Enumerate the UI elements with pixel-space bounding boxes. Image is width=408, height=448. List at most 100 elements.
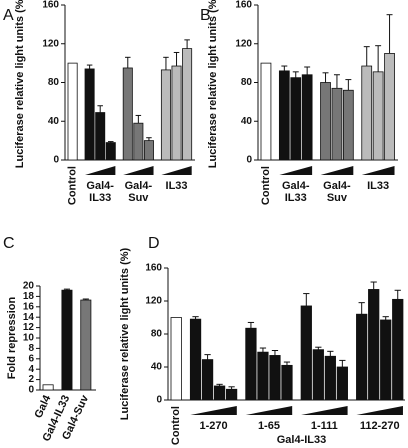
bar (356, 313, 368, 401)
y-tick-label: 18 (23, 291, 35, 302)
bar (290, 77, 302, 161)
y-tick-label: 160 (235, 0, 252, 11)
bar (189, 318, 202, 401)
ramp (85, 166, 116, 175)
bar (269, 355, 281, 401)
bar (170, 317, 182, 401)
label-line: Gal4- (125, 180, 153, 192)
ramp (301, 406, 348, 415)
bar (278, 70, 290, 161)
x-tick-label: Gal4-Suv (125, 180, 153, 204)
bar (384, 53, 395, 161)
y-axis-label: Fold repression (6, 296, 18, 379)
ramp (320, 166, 354, 175)
panel-letter: A (3, 7, 14, 24)
bar (213, 385, 226, 401)
bar (380, 319, 392, 401)
label-line: Gal4- (323, 180, 351, 192)
ramp (361, 166, 395, 175)
bar (260, 62, 272, 161)
x-tick-label: Gal4-IL33 (282, 180, 310, 204)
bar (320, 82, 331, 161)
bar (372, 71, 384, 161)
bar (225, 388, 238, 401)
y-axis-label: Luciferase relative light units (%) (119, 247, 131, 420)
y-tick-label: 80 (48, 77, 60, 88)
x-tick-label: Control (67, 166, 79, 205)
x-tick-label: Gal4-IL33 (86, 180, 114, 204)
y-tick-label: 40 (241, 116, 253, 127)
bar (336, 366, 348, 401)
ramp (279, 166, 313, 175)
bar (281, 364, 293, 401)
bar (133, 122, 144, 161)
y-tick-label: 160 (145, 263, 162, 274)
bar (312, 349, 324, 401)
y-tick-label: 160 (42, 0, 59, 11)
panel-letter: C (3, 235, 15, 252)
bar (392, 298, 404, 401)
y-tick-label: 120 (235, 38, 252, 49)
bar (368, 289, 380, 401)
label-line: Gal4- (282, 180, 310, 192)
x-tick-label: 112-270 (360, 420, 400, 432)
bar (201, 359, 214, 401)
ramp (245, 406, 293, 415)
y-tick-label: 12 (23, 322, 35, 333)
x-tick-label: IL33 (166, 180, 188, 192)
bar (300, 305, 312, 401)
bar (245, 327, 257, 401)
x-tick-label: 1-111 (311, 420, 338, 432)
y-tick-label: 120 (42, 38, 59, 49)
bar (331, 87, 343, 161)
y-axis-label: Luciferase relative light units (%) (207, 0, 219, 168)
y-tick-label: 0 (53, 155, 59, 166)
bar (61, 289, 73, 391)
bar (42, 384, 54, 391)
ramp (190, 406, 237, 415)
y-tick-label: 2 (28, 374, 34, 385)
y-tick-label: 80 (151, 329, 163, 340)
ramp (123, 166, 154, 175)
y-tick-label: 6 (28, 353, 34, 364)
bar (67, 62, 78, 161)
bar (342, 89, 354, 161)
y-tick-label: 20 (23, 281, 35, 292)
y-tick-label: 120 (145, 296, 162, 307)
x-axis-label: Gal4-IL33 (277, 434, 327, 446)
label-line: Gal4- (86, 180, 114, 192)
x-tick-label: IL33 (367, 180, 389, 192)
ramp (356, 406, 403, 415)
panel-letter: D (148, 235, 160, 252)
bar (84, 68, 95, 161)
y-tick-label: 40 (48, 116, 60, 127)
bar (122, 67, 133, 161)
bar (160, 69, 171, 161)
y-tick-label: 10 (23, 333, 35, 344)
bar (95, 112, 106, 161)
bar (171, 65, 182, 161)
label-line: IL33 (285, 192, 307, 204)
x-tick-label: Control (170, 406, 182, 445)
label-line: IL33 (89, 192, 111, 204)
label-line: Suv (327, 192, 348, 204)
y-tick-label: 0 (28, 385, 34, 396)
x-tick-label: 1-65 (258, 420, 280, 432)
bar (182, 48, 193, 161)
label-line: Suv (128, 192, 149, 204)
y-axis-label: Luciferase relative light units (%) (14, 0, 26, 168)
ramp (161, 166, 192, 175)
x-tick-label: 1-270 (200, 420, 228, 432)
y-tick-label: 80 (241, 77, 253, 88)
y-tick-label: 14 (23, 312, 35, 323)
y-tick-label: 16 (23, 301, 35, 312)
x-tick-label: Gal4-Suv (323, 180, 351, 204)
bar (143, 140, 154, 161)
y-tick-label: 0 (246, 155, 252, 166)
bar (257, 351, 269, 401)
x-tick-label: Control (260, 166, 272, 205)
y-tick-label: 40 (151, 362, 163, 373)
panel-letter: B (200, 7, 211, 24)
bar (80, 299, 92, 391)
